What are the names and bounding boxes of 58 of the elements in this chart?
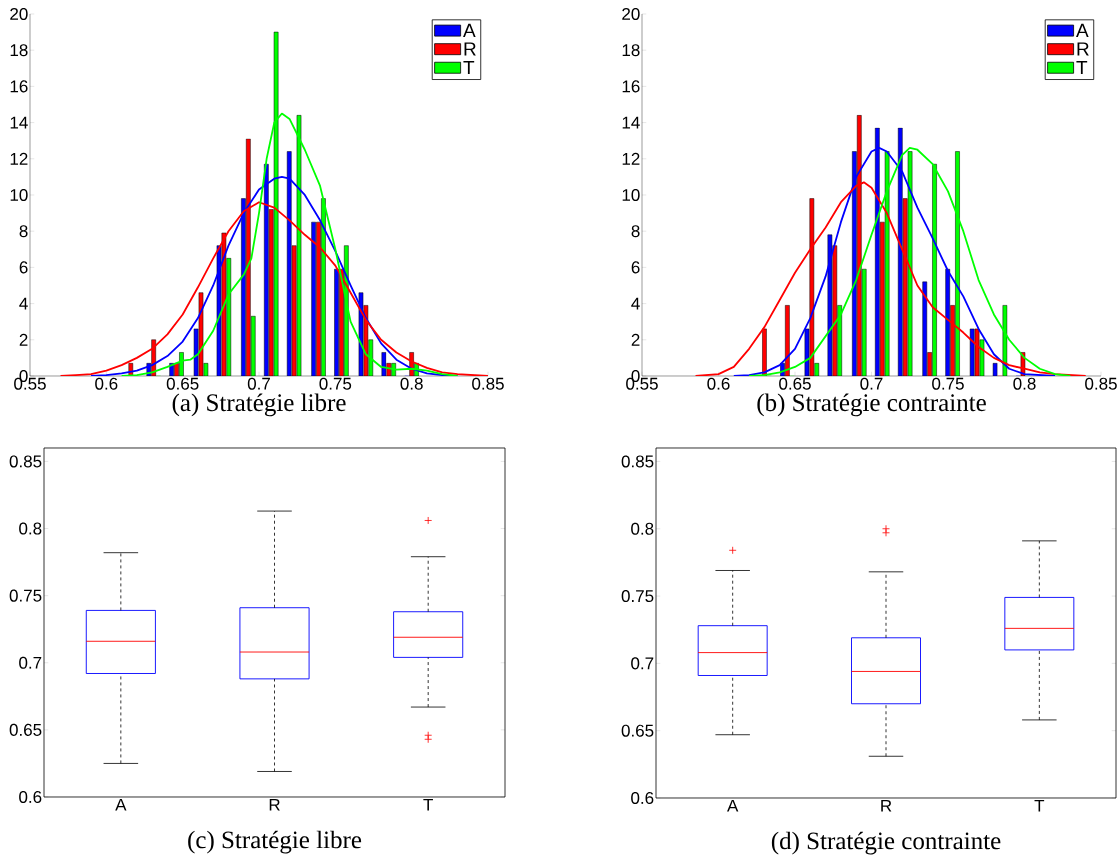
legend-label: R [464,42,476,56]
y-tick-label: 6 [631,261,640,274]
x-tick-label: T [423,798,433,811]
y-tick-label: 4 [19,297,28,310]
y-tick-label: 0.7 [631,657,654,670]
text: (d) Stratégie contrainte [771,831,1001,855]
y-tick-label: 16 [10,80,28,93]
y-tick-label: 20 [10,7,28,21]
legend-label: A [463,23,476,37]
y-tick-label: 0.75 [9,589,42,602]
y-tick-label: 0.8 [19,522,42,535]
y-tick-label: 4 [631,297,640,310]
legend-label: A [1076,23,1089,37]
x-tick-label: 0.6 [707,377,730,390]
text: (a) Stratégie libre [172,393,346,417]
y-tick-label: 10 [10,188,28,202]
text: (b) Stratégie contrainte [757,393,986,417]
y-tick-label: 16 [622,80,640,93]
x-tick-label: 0.6 [95,377,118,390]
y-tick-label: 12 [10,152,28,165]
legend-label: T [1076,60,1088,75]
x-tick-label: T [1034,799,1045,812]
y-tick-label: 0.8 [631,522,654,535]
x-tick-label: 0.85 [1085,377,1117,390]
x-tick-label: 0.8 [400,377,423,390]
x-tick-label: A [115,798,127,811]
x-tick-label: 0.75 [319,377,352,390]
legend-label: T [463,60,475,75]
y-tick-label: 6 [19,261,28,274]
y-tick-label: 8 [19,225,28,238]
y-tick-label: 2 [631,333,640,346]
y-tick-label: 0.85 [9,455,42,468]
y-tick-label: 20 [622,7,640,21]
x-tick-label: 0.7 [247,377,270,390]
y-tick-label: 8 [631,225,640,238]
y-tick-label: 14 [622,116,640,129]
y-tick-label: 0.65 [621,724,654,737]
y-tick-label: 0.7 [19,656,42,669]
text: (c) Stratégie libre [188,830,362,854]
y-tick-label: 0.65 [9,723,42,736]
y-tick-label: 12 [622,152,640,165]
y-tick-label: 10 [622,188,640,202]
x-tick-label: A [727,799,739,812]
y-tick-label: 18 [622,44,640,57]
x-tick-label: 0.65 [166,377,199,390]
y-tick-label: 2 [19,333,28,346]
y-tick-label: 0.85 [621,455,654,468]
x-tick-label: R [269,798,280,811]
x-tick-label: 0.85 [472,377,504,390]
y-tick-label: 0.75 [621,590,654,603]
legend-label: R [1077,42,1089,56]
x-tick-label: 0.65 [779,377,811,390]
x-tick-label: R [881,799,892,812]
x-tick-label: 0.8 [1013,377,1036,390]
y-tick-label: 18 [10,44,28,57]
y-tick-label: 14 [10,116,28,129]
x-tick-label: 0.75 [932,377,964,390]
x-tick-label: 0.7 [860,377,883,390]
